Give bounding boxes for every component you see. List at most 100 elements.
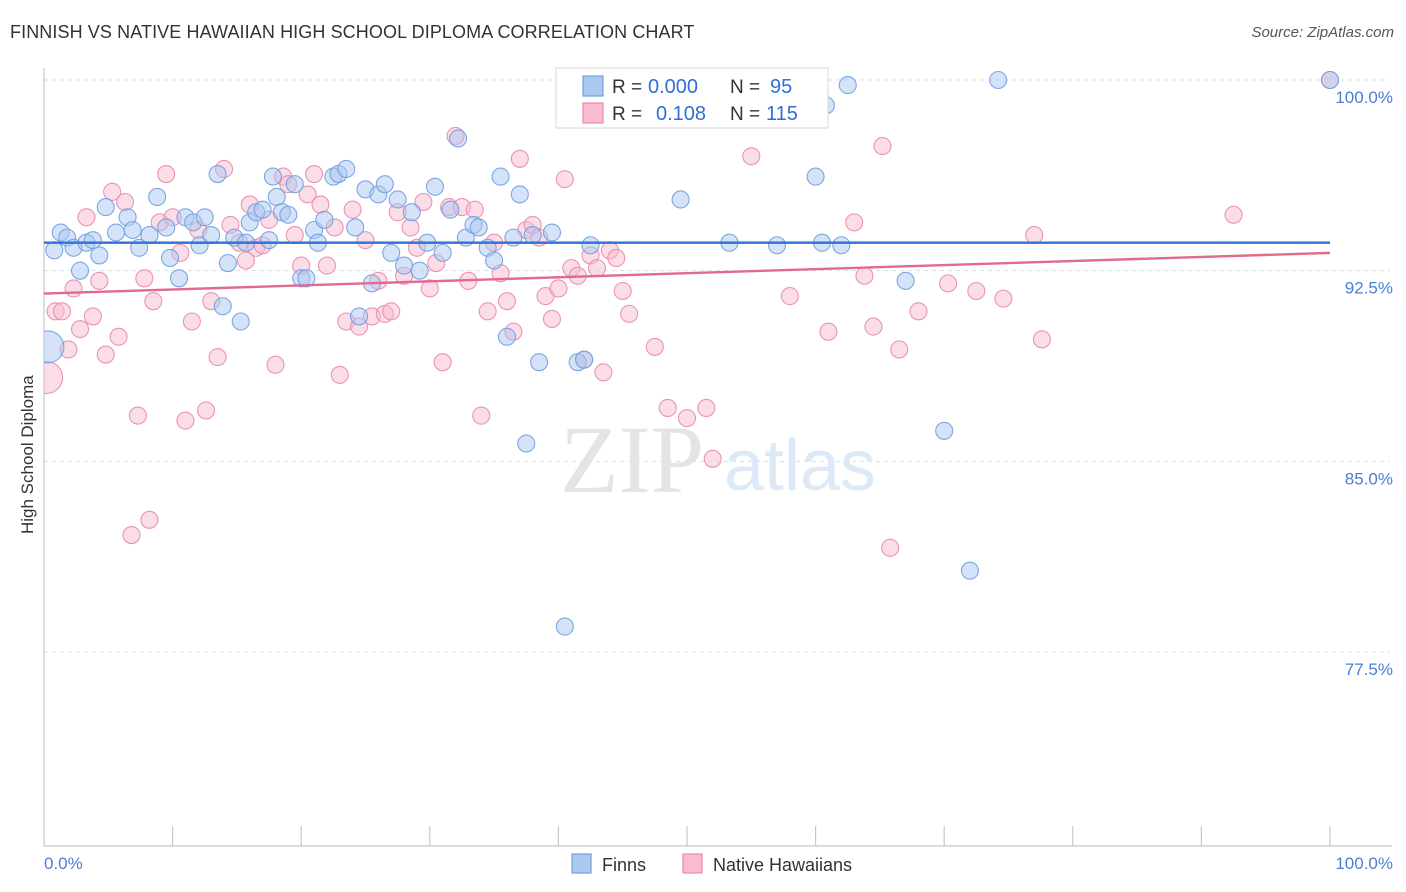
hawaiians-point-68 [472, 406, 491, 425]
finns-point-78 [575, 350, 594, 369]
hawaiians-point-94 [677, 409, 697, 428]
finns-point-17 [160, 248, 180, 268]
legend-finns-marker [571, 853, 592, 874]
trend-lines [43, 241, 1331, 295]
hawaiians-point-43 [311, 195, 330, 214]
finns-point-15 [148, 187, 167, 206]
hawaiians-point-13 [122, 526, 141, 545]
hawaiians-point-31 [236, 251, 255, 270]
hawaiians-point-104 [873, 137, 892, 156]
hawaiians-point-86 [587, 259, 607, 278]
hawaiians-point-27 [208, 348, 227, 367]
legend-hawaiians-r-value: 0.108 [656, 103, 706, 125]
legend-finns-n-value: 95 [770, 76, 792, 98]
hawaiians-trend-line [43, 251, 1331, 295]
finns-point-9 [96, 198, 115, 217]
hawaiians-point-69 [478, 302, 497, 321]
hawaiians-point-81 [555, 170, 574, 189]
finns-point-62 [449, 129, 468, 148]
finns-point-37 [279, 205, 298, 224]
finns-point-61 [441, 200, 460, 219]
y-tick-label-3: 100.0% [1335, 88, 1393, 107]
legend-finns-swatch [582, 75, 604, 97]
hawaiians-point-44 [317, 256, 336, 275]
finns-point-38 [285, 175, 304, 194]
hawaiians-point-96 [703, 449, 722, 468]
x-tick-label-1: 100.0% [1335, 854, 1393, 873]
finns-point-74 [530, 353, 549, 372]
finns-point-33 [259, 231, 279, 250]
finns-point-14 [140, 226, 159, 245]
finns-point-90 [896, 271, 915, 290]
hawaiians-point-25 [196, 401, 216, 420]
hawaiians-point-72 [497, 292, 517, 311]
watermark-atlas: atlas [724, 426, 876, 506]
hawaiians-point-6 [77, 208, 96, 227]
y-axis-label: High School Diploma [18, 375, 37, 535]
hawaiians-point-95 [697, 398, 716, 417]
finns-point-7 [83, 231, 102, 250]
hawaiians-point-101 [845, 213, 864, 232]
hawaiians-point-67 [465, 200, 484, 219]
finns-point-69 [497, 327, 517, 346]
hawaiians-point-5 [70, 320, 90, 339]
hawaiians-point-106 [890, 340, 909, 359]
hawaiians-point-41 [298, 185, 317, 204]
finns-point-79 [581, 236, 600, 255]
finns-point-1 [45, 241, 64, 260]
legend-hawaiians-marker [682, 853, 703, 874]
finns-point-59 [425, 177, 444, 196]
hawaiians-point-109 [967, 281, 986, 301]
hawaiians-point-103 [864, 317, 883, 336]
finns-point-52 [375, 175, 394, 194]
legend-hawaiians-n-label: N = [730, 104, 760, 125]
x-tick-labels: 0.0% 100.0% [44, 854, 1393, 873]
finns-point-92 [960, 561, 979, 580]
finns-point-35 [267, 187, 286, 206]
legend-hawaiians-n-value: 115 [766, 103, 798, 125]
finns-point-18 [169, 269, 189, 288]
hawaiians-point-110 [994, 289, 1013, 308]
finns-point-0 [44, 330, 65, 364]
hawaiians-point-89 [607, 248, 626, 268]
hawaiians-point-50 [356, 231, 375, 250]
x-tick-label-0: 0.0% [44, 854, 83, 873]
finns-point-48 [350, 307, 369, 326]
finns-point-21 [190, 236, 209, 255]
legend-finns-r-value: 0.000 [648, 76, 698, 98]
legend-hawaiians-name: Native Hawaiians [713, 855, 852, 875]
finns-point-54 [388, 190, 407, 209]
finns-point-55 [395, 256, 414, 275]
finns-point-5 [70, 261, 90, 280]
finns-point-94 [1320, 70, 1340, 90]
finns-point-47 [346, 218, 365, 237]
hawaiians-point-2 [52, 302, 72, 321]
finns-point-28 [231, 312, 250, 331]
grid-lines [44, 79, 1390, 653]
finns-point-57 [410, 261, 429, 280]
hawaiians-point-60 [420, 279, 439, 298]
correlation-legend: R = 0.000 N = 95 R = 0.108 N = 115 [555, 67, 829, 129]
legend-finns-r-label: R = [612, 77, 642, 98]
finns-point-76 [555, 617, 574, 636]
hawaiians-point-93 [658, 398, 677, 417]
hawaiians-point-39 [285, 226, 304, 245]
hawaiians-point-112 [1032, 330, 1051, 349]
series-finns [44, 70, 1340, 636]
hawaiians-point-111 [1025, 226, 1044, 245]
hawaiians-point-98 [780, 287, 799, 306]
chart-source: Source: ZipAtlas.com [1251, 24, 1394, 41]
hawaiians-point-23 [182, 312, 201, 331]
finns-point-53 [382, 243, 401, 262]
hawaiians-point-87 [594, 363, 613, 382]
finns-point-24 [208, 165, 227, 184]
hawaiians-point-22 [176, 411, 195, 430]
hawaiians-point-108 [939, 274, 958, 293]
hawaiians-point-54 [382, 302, 401, 321]
finns-point-23 [202, 226, 221, 245]
legend-finns-n-label: N = [730, 77, 760, 98]
hawaiians-point-48 [343, 200, 362, 219]
hawaiians-point-100 [819, 322, 838, 341]
finns-point-85 [806, 167, 825, 186]
